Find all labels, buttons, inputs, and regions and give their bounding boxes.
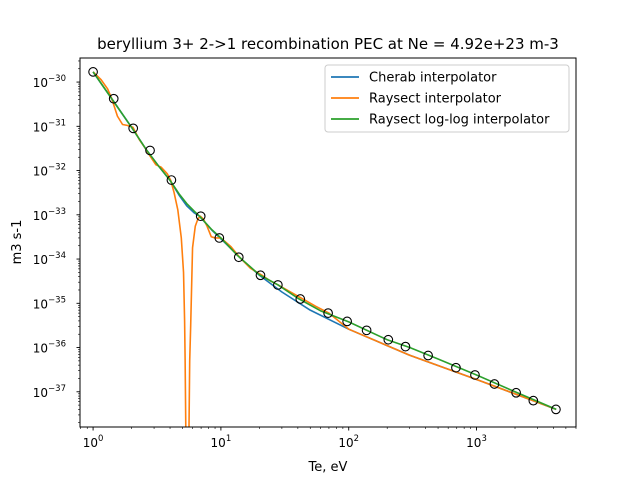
data-point-marker xyxy=(470,370,480,380)
legend-label: Cherab interpolator xyxy=(369,71,497,86)
legend: Cherab interpolator Raysect interpolator R… xyxy=(324,64,570,133)
data-point-marker xyxy=(551,404,561,415)
legend-label: Raysect log-log interpolator xyxy=(369,113,550,128)
data-point-marker xyxy=(423,350,433,361)
data-point-marker xyxy=(108,93,119,104)
data-point-marker xyxy=(88,67,98,77)
data-point-marker xyxy=(342,316,352,327)
marker-layer xyxy=(88,67,561,415)
data-point-marker xyxy=(295,294,306,304)
plot-area xyxy=(92,71,557,427)
data-point-marker xyxy=(233,252,244,263)
data-point-marker xyxy=(214,233,225,243)
y-axis-label: m3 s-1 xyxy=(10,220,25,265)
data-point-marker xyxy=(166,175,177,185)
x-axis-label: Te, eV xyxy=(308,460,348,475)
data-point-marker xyxy=(528,395,539,406)
legend-label: Raysect interpolator xyxy=(369,92,502,107)
data-point-marker xyxy=(255,270,266,281)
data-point-marker xyxy=(361,325,372,336)
data-point-marker xyxy=(383,334,394,345)
axes-frame xyxy=(79,57,577,428)
series-line-2 xyxy=(92,71,557,411)
data-point-marker xyxy=(145,145,155,156)
data-point-marker xyxy=(400,341,411,352)
data-point-marker xyxy=(511,387,521,398)
data-point-marker xyxy=(128,123,139,134)
data-point-marker xyxy=(323,308,333,318)
data-point-marker xyxy=(195,211,206,222)
data-point-marker xyxy=(273,280,283,290)
data-point-marker xyxy=(451,362,461,373)
legend-box xyxy=(324,64,570,133)
data-point-marker xyxy=(489,379,500,389)
chart-title: beryllium 3+ 2->1 recombination PEC at N… xyxy=(97,35,559,53)
